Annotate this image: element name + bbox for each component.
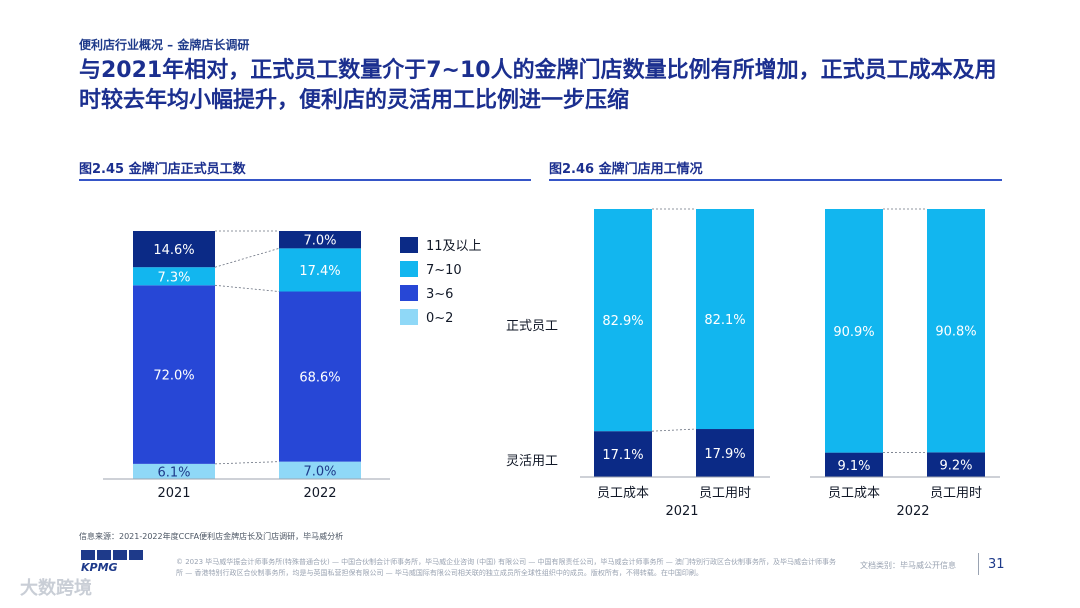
x-tick-3: 员工用时	[930, 486, 982, 501]
chart2-rule	[549, 179, 1002, 181]
bar-0-formal	[594, 209, 652, 432]
chart1-plot: 6.1% 72.0% 7.3% 14.6% 2021 7.0% 68.6% 17.4% 7.0%…	[103, 230, 482, 501]
row-label-flexible: 灵活用工	[506, 454, 558, 469]
connector-line	[651, 428, 697, 432]
data-label-2-formal: 90.9%	[833, 325, 874, 340]
connector-line	[214, 284, 280, 292]
group-label-2022: 2022	[896, 504, 929, 519]
bar-3-flexible	[927, 452, 985, 477]
bar-3-formal	[927, 209, 985, 453]
legend-label-2: 3~6	[426, 287, 453, 302]
copyright-text: © 2023 毕马威华振会计师事务所(特殊普通合伙) — 中国合伙制会计师事务所…	[176, 558, 836, 577]
data-label-1-flexible: 17.9%	[704, 447, 745, 462]
chart1-title: 图2.45 金牌门店正式员工数	[79, 162, 246, 177]
chart2-title: 图2.46 金牌门店用工情况	[549, 162, 703, 177]
bar-2021-710	[133, 267, 215, 286]
chart2-plot: 17.1% 82.9% 员工成本 17.9% 82.1% 员工用时 9.1% 90.9% 员工成…	[506, 208, 1000, 519]
bar-2022-36	[279, 291, 361, 462]
connector-line	[214, 461, 280, 465]
data-label-2022-02: 7.0%	[303, 464, 336, 479]
data-label-2022-11: 7.0%	[303, 234, 336, 249]
bar-2022-11	[279, 231, 361, 249]
data-label-2021-710: 7.3%	[157, 270, 190, 285]
bar-0-flexible	[594, 431, 652, 477]
breadcrumb: 便利店行业概况 – 金牌店长调研	[79, 38, 250, 52]
data-label-0-formal: 82.9%	[602, 314, 643, 329]
document-classification: 文档类别：毕马威公开信息	[860, 561, 956, 570]
x-tick-0: 员工成本	[597, 486, 649, 501]
legend-label-1: 7~10	[426, 263, 462, 278]
page-separator	[978, 553, 979, 575]
legend-swatch-0	[400, 237, 418, 253]
page-number: 31	[988, 557, 1005, 572]
bar-2-flexible	[825, 452, 883, 477]
legend-swatch-1	[400, 261, 418, 277]
bar-2022-710	[279, 248, 361, 292]
kpmg-logo-text: KPMG	[81, 561, 118, 572]
chart1-rule	[79, 179, 531, 181]
data-label-2021-11: 14.6%	[153, 243, 194, 258]
group-label-2021: 2021	[665, 504, 698, 519]
connector-line	[214, 247, 280, 268]
bar-1-flexible	[696, 429, 754, 477]
x-tick-2: 员工成本	[828, 486, 880, 501]
x-tick-2022: 2022	[303, 486, 336, 501]
legend-swatch-3	[400, 309, 418, 325]
bar-2-formal	[825, 209, 883, 453]
source-note: 信息来源：2021-2022年度CCFA便利店金牌店长及门店调研，毕马威分析	[79, 532, 344, 541]
kpmg-logo: KPMG	[81, 550, 143, 572]
bar-2022-02	[279, 461, 361, 479]
x-tick-2021: 2021	[157, 486, 190, 501]
data-label-3-formal: 90.8%	[935, 325, 976, 340]
page-title: 与2021年相对，正式员工数量介于7~10人的金牌门店数量比例有所增加，正式员工…	[79, 58, 997, 113]
data-label-2022-710: 17.4%	[299, 264, 340, 279]
x-tick-1: 员工用时	[699, 486, 751, 501]
data-label-2021-02: 6.1%	[157, 465, 190, 480]
bar-2021-02	[133, 463, 215, 479]
data-label-2021-36: 72.0%	[153, 369, 194, 384]
row-label-formal: 正式员工	[506, 319, 558, 334]
data-label-3-flexible: 9.2%	[939, 459, 972, 474]
legend-swatch-2	[400, 285, 418, 301]
data-label-0-flexible: 17.1%	[602, 448, 643, 463]
bar-1-formal	[696, 209, 754, 430]
bar-2021-11	[133, 231, 215, 268]
data-label-2022-36: 68.6%	[299, 371, 340, 386]
legend-label-0: 11及以上	[426, 239, 482, 254]
bar-2021-36	[133, 285, 215, 464]
data-label-1-formal: 82.1%	[704, 313, 745, 328]
watermark: 大数跨境	[20, 578, 92, 599]
legend-label-3: 0~2	[426, 311, 453, 326]
data-label-2-flexible: 9.1%	[837, 459, 870, 474]
